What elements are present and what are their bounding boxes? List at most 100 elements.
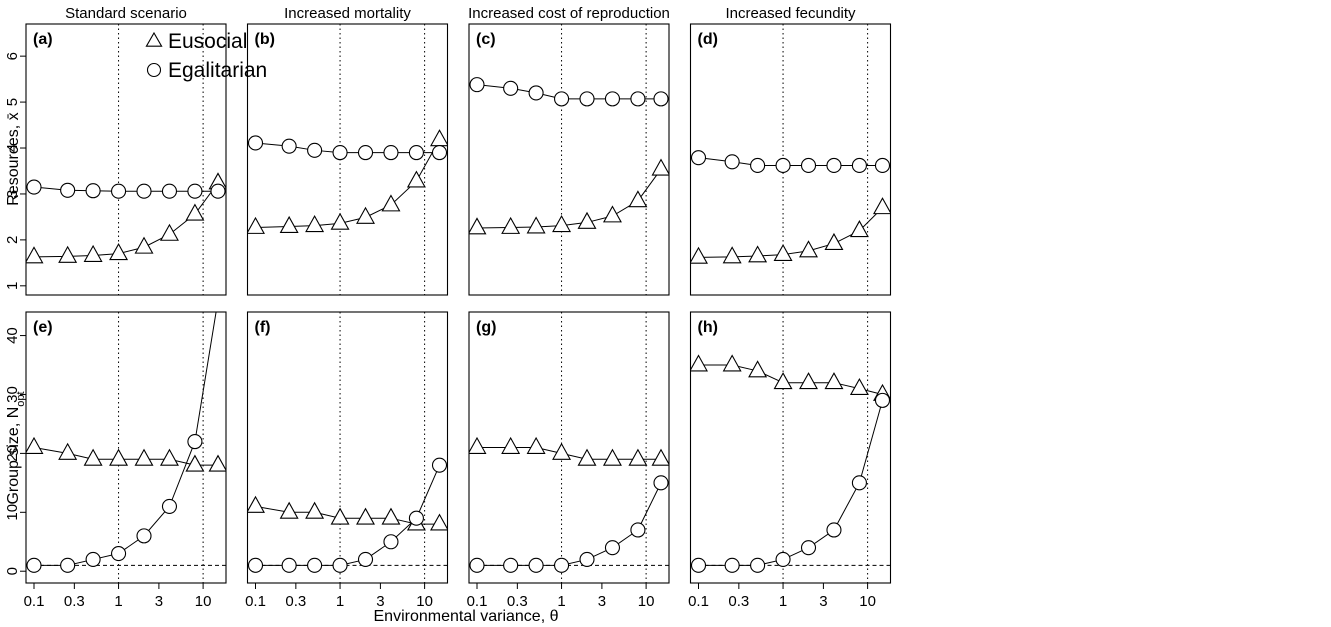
marker-circle [579, 91, 595, 107]
marker-circle [469, 77, 485, 93]
marker-triangle [873, 197, 891, 215]
panel-h: (h) 0.1 0.3 1 3 10 [688, 311, 892, 610]
plot-area [690, 24, 891, 295]
marker-triangle [651, 448, 669, 466]
marker-circle [307, 557, 323, 573]
plot-area [26, 312, 226, 583]
marker-triangle [58, 442, 78, 460]
marker-circle [332, 145, 348, 161]
marker-circle [528, 557, 544, 573]
panel-label: (f) [255, 319, 271, 336]
marker-triangle [722, 246, 742, 264]
marker-circle [528, 85, 544, 101]
marker-circle [281, 557, 297, 573]
panel-label: (h) [698, 319, 718, 336]
marker-triangle [849, 220, 869, 238]
marker-triangle [185, 203, 205, 221]
x-tick-label: 10 [638, 593, 655, 610]
marker-circle [874, 392, 891, 408]
x-tick-label: 0.3 [285, 593, 306, 610]
marker-triangle [83, 244, 103, 262]
x-axis-title: Environmental variance, θ [374, 608, 559, 625]
x-tick-label: 3 [376, 593, 384, 610]
marker-triangle [690, 246, 708, 264]
marker-circle [161, 498, 178, 514]
marker-circle [247, 135, 264, 151]
plot-area [247, 312, 448, 583]
y-tick-label: 0 [4, 567, 21, 575]
marker-circle [431, 145, 448, 161]
marker-triangle [773, 372, 793, 390]
y-tick-label: 30 [4, 386, 21, 403]
plot-area [247, 24, 448, 295]
marker-triangle [305, 501, 325, 519]
series-line-egalitarian [34, 312, 217, 566]
marker-circle [136, 528, 152, 544]
marker-triangle [134, 448, 154, 466]
marker-circle [503, 80, 519, 96]
marker-triangle [247, 495, 265, 513]
marker-circle [357, 551, 374, 567]
marker-circle [136, 183, 152, 199]
marker-circle [750, 557, 766, 573]
marker-triangle [690, 354, 708, 372]
marker-triangle [552, 215, 572, 233]
x-tick-label: 1 [557, 593, 565, 610]
marker-circle [775, 551, 791, 567]
marker-circle [630, 522, 646, 538]
marker-circle [724, 154, 740, 170]
y-axis-title-group-size: Group size, Nopt [5, 391, 27, 504]
panel-frame [25, 311, 227, 584]
marker-triangle [381, 194, 401, 212]
legend: Eusocial Egalitarian [145, 30, 267, 82]
marker-triangle [26, 246, 44, 264]
marker-triangle [356, 206, 375, 224]
marker-triangle [501, 216, 521, 234]
y-tick-label: 1 [4, 282, 21, 290]
marker-triangle [748, 360, 768, 378]
panel-frame [468, 311, 670, 584]
marker-triangle [208, 454, 226, 472]
x-tick-label: 1 [114, 593, 122, 610]
legend-circle-icon [146, 62, 162, 78]
marker-triangle [849, 377, 869, 396]
marker-triangle [159, 448, 179, 466]
marker-triangle [109, 448, 129, 466]
marker-circle [281, 138, 297, 154]
marker-triangle [185, 454, 205, 472]
plot-area [26, 24, 226, 295]
marker-triangle [824, 372, 844, 390]
marker-triangle [651, 158, 669, 176]
legend-label-eusocial: Eusocial [168, 30, 247, 53]
marker-circle [60, 182, 76, 198]
marker-circle [604, 91, 621, 107]
panel-d: (d) [689, 23, 892, 296]
marker-triangle [159, 223, 179, 241]
panel-frame [246, 23, 449, 296]
marker-circle [554, 557, 570, 573]
x-tick-label: 10 [859, 593, 876, 610]
marker-triangle [26, 436, 44, 454]
marker-triangle [305, 215, 325, 233]
y-tick-label: 40 [4, 327, 21, 344]
marker-triangle [356, 507, 375, 525]
panel-label: (b) [255, 31, 275, 48]
marker-circle [690, 150, 707, 166]
marker-triangle [773, 243, 793, 262]
marker-circle [111, 545, 127, 562]
marker-triangle [628, 448, 648, 466]
marker-circle [750, 157, 766, 174]
panel-frame [689, 311, 892, 584]
marker-circle [800, 157, 817, 174]
marker-circle [210, 183, 226, 199]
y-axis-title-main: Group size, N [5, 407, 22, 505]
x-tick-label: 0.1 [467, 593, 488, 610]
marker-circle [357, 145, 374, 161]
y-axis-title-subscript: opt [15, 391, 27, 406]
y-axis-title-resources: Resources, x̄ [5, 112, 22, 205]
panel-frame [689, 23, 892, 296]
marker-triangle [552, 442, 572, 460]
marker-circle [187, 434, 203, 450]
marker-triangle [526, 436, 546, 454]
marker-circle [383, 145, 399, 161]
